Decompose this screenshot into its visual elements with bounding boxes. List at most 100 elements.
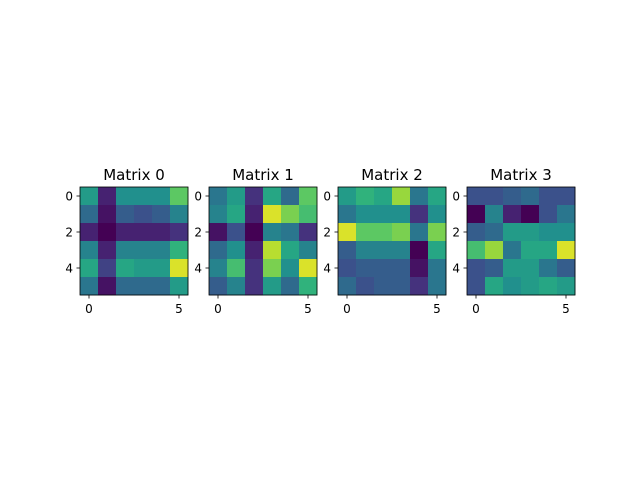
heatmap-cell xyxy=(392,187,411,206)
heatmap-cell xyxy=(263,259,282,278)
heatmap-cell xyxy=(245,277,264,296)
heatmap-cell xyxy=(467,223,486,242)
heatmap-cell xyxy=(503,259,522,278)
heatmap-cell xyxy=(485,241,504,260)
heatmap-cell xyxy=(299,277,318,296)
heatmap-panel-2: Matrix 2 0 2 4 0 5 xyxy=(323,166,447,316)
heatmap-cell xyxy=(152,187,171,206)
heatmap-cell xyxy=(134,241,153,260)
heatmap-cell xyxy=(281,187,300,206)
heatmap-cell xyxy=(485,277,504,296)
panel-title: Matrix 3 xyxy=(490,166,552,184)
heatmap-cell xyxy=(521,223,540,242)
heatmap-cell xyxy=(227,241,246,260)
heatmap-cell xyxy=(227,277,246,296)
heatmap-cell xyxy=(410,277,429,296)
heatmap-cell xyxy=(467,259,486,278)
heatmap-cell xyxy=(134,187,153,206)
heatmap-cell xyxy=(227,205,246,224)
y-tick-label: 4 xyxy=(323,262,331,276)
heatmap-cell xyxy=(428,277,447,296)
heatmap-cell xyxy=(557,187,576,206)
x-tick-label: 0 xyxy=(472,302,480,316)
heatmap-cell xyxy=(98,187,117,206)
heatmap-cell xyxy=(281,259,300,278)
heatmap-cell xyxy=(209,277,228,296)
heatmap-panel-0: Matrix 0 0 2 4 0 5 xyxy=(65,166,189,316)
heatmap-cell xyxy=(299,241,318,260)
heatmap-cell xyxy=(410,205,429,224)
y-tick-label: 2 xyxy=(65,226,73,240)
heatmap-cell xyxy=(170,241,189,260)
heatmap-cell xyxy=(521,241,540,260)
heatmap-cell xyxy=(116,187,135,206)
heatmap-cell xyxy=(116,223,135,242)
heatmap-cell xyxy=(98,223,117,242)
heatmap-cell xyxy=(485,205,504,224)
heatmap-cell xyxy=(134,205,153,224)
heatmap-cell xyxy=(392,223,411,242)
heatmap-cell xyxy=(209,259,228,278)
heatmap-cell xyxy=(392,205,411,224)
y-tick-label: 4 xyxy=(452,262,460,276)
heatmap-cell xyxy=(467,205,486,224)
heatmap-cell xyxy=(503,205,522,224)
heatmap-cell xyxy=(281,205,300,224)
heatmap-cell xyxy=(281,223,300,242)
axes-frame xyxy=(79,186,189,296)
heatmap-panel-3: Matrix 3 0 2 4 0 5 xyxy=(452,166,576,316)
heatmap-cell xyxy=(356,277,375,296)
heatmap-cell xyxy=(152,259,171,278)
heatmap-cell xyxy=(263,277,282,296)
y-tick-label: 0 xyxy=(65,190,73,204)
panel-title: Matrix 0 xyxy=(103,166,165,184)
x-tick-label: 5 xyxy=(175,302,183,316)
axes-frame xyxy=(337,186,447,296)
heatmap-cell xyxy=(98,259,117,278)
heatmap-cell xyxy=(245,223,264,242)
heatmap-cell xyxy=(98,205,117,224)
heatmap-panel-1: Matrix 1 0 2 4 0 5 xyxy=(194,166,318,316)
heatmap-cell xyxy=(170,259,189,278)
heatmap-cell xyxy=(410,241,429,260)
heatmap-cell xyxy=(338,205,357,224)
heatmap-cell xyxy=(116,205,135,224)
y-tick-label: 4 xyxy=(194,262,202,276)
heatmap-cell xyxy=(338,241,357,260)
heatmap-cell xyxy=(356,205,375,224)
heatmap-cell xyxy=(209,205,228,224)
heatmap-cell xyxy=(116,241,135,260)
heatmap-cell xyxy=(539,205,558,224)
heatmap-cell xyxy=(263,187,282,206)
heatmap-cell xyxy=(485,259,504,278)
heatmap-cell xyxy=(263,205,282,224)
heatmap-cell xyxy=(245,241,264,260)
heatmap-cell xyxy=(539,241,558,260)
y-tick-label: 2 xyxy=(194,226,202,240)
heatmap-cell xyxy=(245,205,264,224)
y-tick-label: 0 xyxy=(323,190,331,204)
heatmap-cell xyxy=(539,187,558,206)
heatmap-cell xyxy=(521,187,540,206)
heatmap-cell xyxy=(263,223,282,242)
y-tick-label: 0 xyxy=(452,190,460,204)
heatmap-cell xyxy=(410,223,429,242)
y-tick-label: 2 xyxy=(323,226,331,240)
heatmap-cell xyxy=(80,277,99,296)
heatmap-cell xyxy=(80,241,99,260)
heatmap-cell xyxy=(299,223,318,242)
heatmap-cell xyxy=(557,277,576,296)
heatmap-cell xyxy=(356,187,375,206)
heatmap-cell xyxy=(356,241,375,260)
axes-frame xyxy=(466,186,576,296)
heatmap-cell xyxy=(170,277,189,296)
heatmap-cell xyxy=(227,187,246,206)
x-tick-label: 5 xyxy=(433,302,441,316)
heatmap-cell xyxy=(503,187,522,206)
heatmap-cell xyxy=(467,277,486,296)
y-tick-label: 2 xyxy=(452,226,460,240)
heatmap-cell xyxy=(245,187,264,206)
x-tick-label: 5 xyxy=(562,302,570,316)
heatmap-cell xyxy=(209,187,228,206)
heatmap-cell xyxy=(281,241,300,260)
